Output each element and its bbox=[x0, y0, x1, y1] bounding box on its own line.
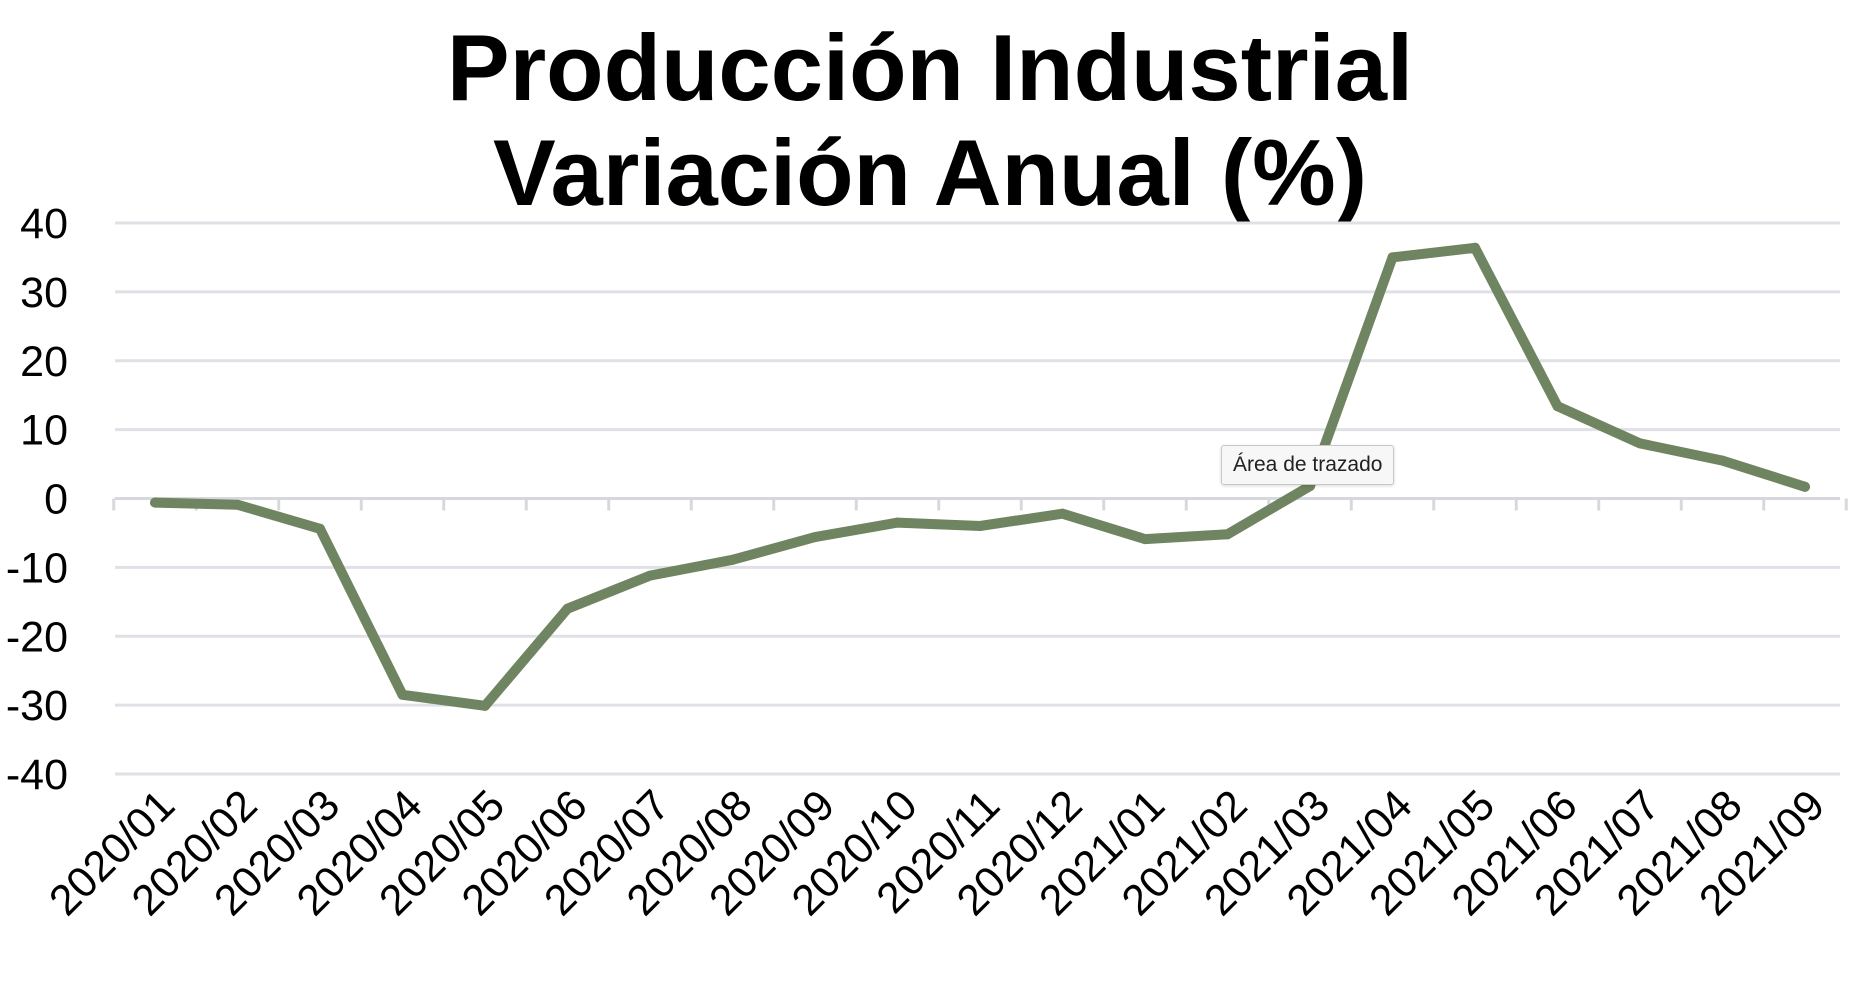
y-tick-label: -20 bbox=[6, 613, 68, 661]
data-point[interactable] bbox=[1635, 438, 1645, 449]
y-tick-label: 0 bbox=[44, 476, 68, 524]
data-point[interactable] bbox=[1470, 242, 1480, 253]
data-point[interactable] bbox=[1057, 508, 1068, 519]
data-point[interactable] bbox=[1717, 455, 1728, 466]
data-point[interactable] bbox=[315, 523, 325, 534]
data-point[interactable] bbox=[892, 517, 903, 528]
plot-area[interactable] bbox=[150, 242, 1810, 711]
y-tick-label: -10 bbox=[6, 544, 68, 592]
chart-title-line-2: Variación Anual (%) bbox=[493, 120, 1367, 225]
data-point[interactable] bbox=[727, 554, 738, 565]
y-axis-tick-labels: 40 30 20 10 0 -10 -20 -30 -40 bbox=[6, 200, 68, 799]
data-point[interactable] bbox=[480, 700, 490, 711]
y-tick-label: 30 bbox=[20, 269, 68, 317]
grid-lines bbox=[115, 221, 1840, 776]
plot-area-tooltip: Área de trazado bbox=[1221, 445, 1395, 485]
data-point[interactable] bbox=[150, 497, 160, 508]
data-point[interactable] bbox=[397, 689, 408, 700]
data-point[interactable] bbox=[1387, 252, 1398, 263]
x-axis-tick-labels: 2020/012020/022020/032020/042020/052020/… bbox=[40, 781, 1834, 925]
chart-title: Producción Industrial Variación Anual (%… bbox=[447, 15, 1413, 225]
data-point[interactable] bbox=[1552, 401, 1563, 412]
y-tick-label: -40 bbox=[6, 751, 68, 799]
y-tick-label: 20 bbox=[20, 338, 68, 386]
y-tick-label: 40 bbox=[20, 200, 68, 248]
chart-title-line-1: Producción Industrial bbox=[447, 15, 1413, 120]
data-point[interactable] bbox=[232, 499, 243, 510]
data-point[interactable] bbox=[1140, 534, 1150, 545]
data-point[interactable] bbox=[562, 603, 573, 614]
data-point[interactable] bbox=[1800, 481, 1810, 492]
x-axis bbox=[112, 497, 1848, 511]
y-tick-label: 10 bbox=[20, 407, 68, 455]
data-point[interactable] bbox=[1222, 529, 1233, 540]
data-point[interactable] bbox=[810, 532, 820, 543]
data-point[interactable] bbox=[975, 521, 985, 532]
y-tick-label: -30 bbox=[6, 682, 68, 730]
data-point[interactable] bbox=[645, 570, 655, 581]
